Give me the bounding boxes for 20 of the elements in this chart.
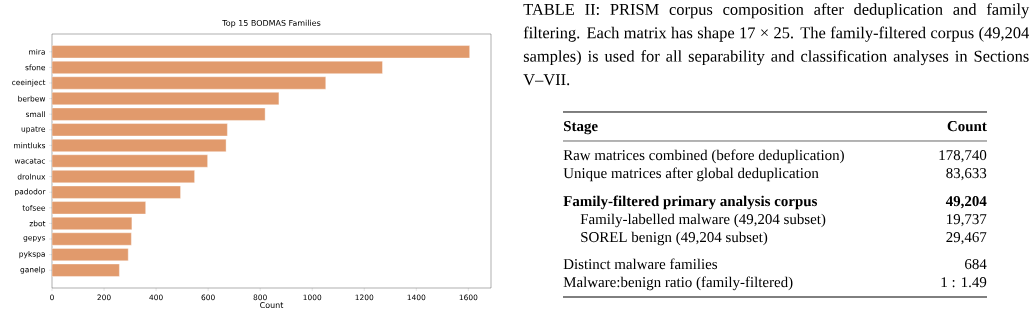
text: 178,740 (939, 150, 987, 163)
text: 49,204 (945, 196, 987, 209)
text: 83,633 (946, 168, 987, 181)
text: Distinct malware families (563, 258, 718, 270)
text: Malware:benign ratio (family-filtered) (563, 276, 793, 291)
bar (52, 76, 326, 90)
text: Unique matrices after global deduplication (563, 167, 819, 182)
text: 19,737 (947, 214, 987, 227)
bar (52, 154, 208, 168)
text: 1 : 1.49 (941, 277, 987, 288)
text: Count (947, 121, 987, 132)
text: SOREL benign (49,204 subset) (581, 231, 768, 246)
text: 684 (965, 259, 987, 270)
text: TABLE II: PRISM corpus composition after deduplication and family filtering. Each matrix has shape 17 × 25. The family-filtered corpus (49,204 samples) is used for all separability and classification analyses in Sections V–VII. (523, 3, 1030, 86)
text: 29,467 (946, 232, 987, 245)
text: Raw matrices combined (before deduplication) (563, 149, 844, 164)
text: Family-labelled malware (49,204 subset) (580, 213, 826, 228)
text: Family-filtered primary analysis corpus (563, 195, 818, 210)
text: Stage (564, 121, 598, 135)
bar (52, 232, 132, 246)
